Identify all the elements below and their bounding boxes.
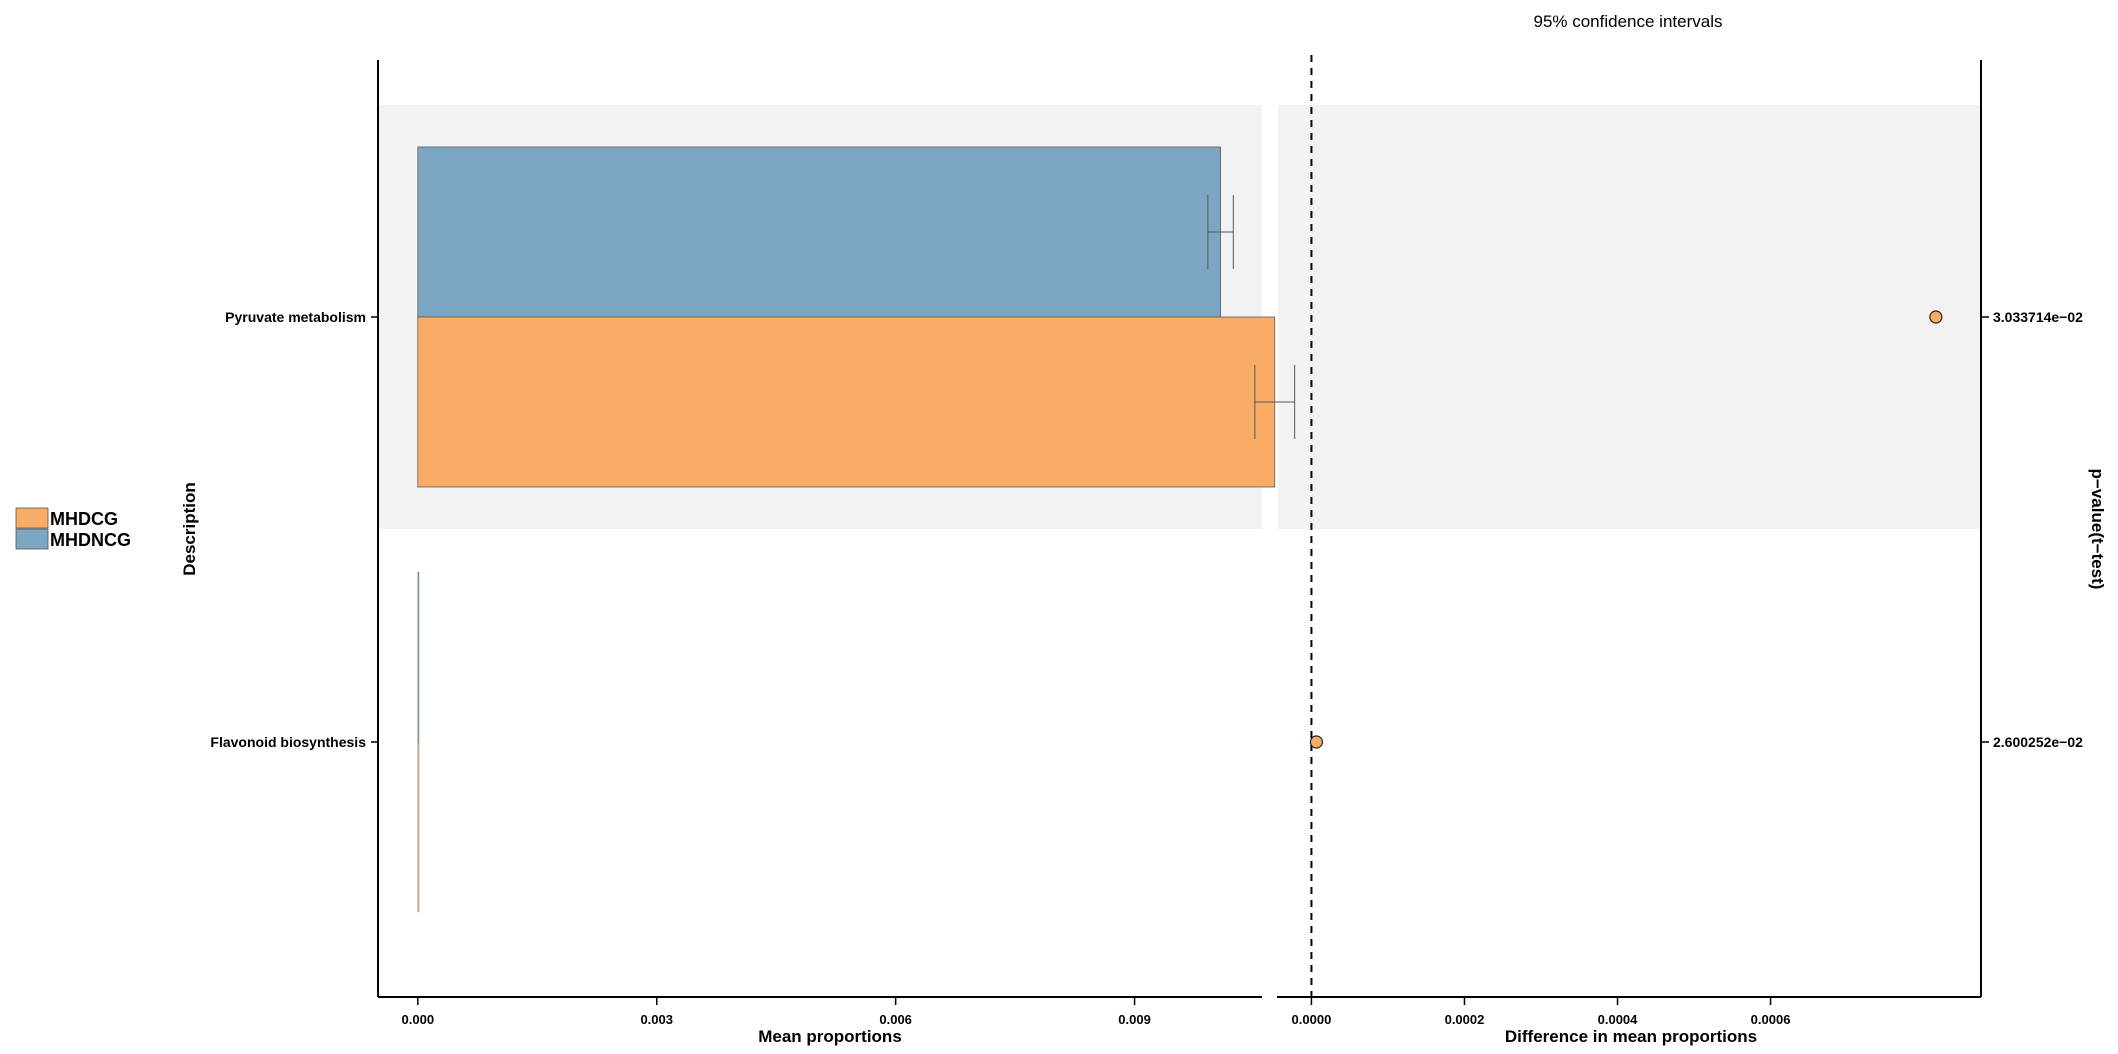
left-bars (417, 146, 1296, 913)
bar-mhdncg (417, 571, 420, 743)
right-x-tick-label: 0.0004 (1598, 1012, 1639, 1027)
y-axis-title: Description (180, 482, 199, 576)
pvalue-label: 3.033714e−02 (1993, 309, 2083, 325)
right-x-tick-label: 0.0006 (1751, 1012, 1791, 1027)
category-label: Pyruvate metabolism (225, 309, 366, 325)
left-x-tick-label: 0.003 (640, 1012, 673, 1027)
pvalue-label: 2.600252e−02 (1993, 734, 2083, 750)
legend-label: MHDCG (50, 509, 118, 529)
bar-mhdcg (417, 316, 1276, 488)
bar-mhdcg (417, 741, 420, 913)
labels: Pyruvate metabolism Flavonoid biosynthesi… (180, 309, 378, 750)
right-x-tick-label: 0.0002 (1445, 1012, 1485, 1027)
legend-label: MHDNCG (50, 530, 131, 550)
legend-swatch (15, 507, 49, 529)
left-x-tick-label: 0.009 (1118, 1012, 1151, 1027)
right-axis-title: p−value(t−test) (2088, 469, 2107, 590)
left-x-tick-label: 0.000 (402, 1012, 435, 1027)
difference-point (1929, 310, 1943, 324)
bar-mhdncg (417, 146, 1221, 318)
right-x-tick-label: 0.0000 (1292, 1012, 1332, 1027)
category-label: Flavonoid biosynthesis (210, 734, 366, 750)
left-x-axis-title: Mean proportions (758, 1027, 902, 1046)
difference-point (1309, 735, 1324, 749)
legend-swatch (15, 528, 49, 550)
left-x-tick-label: 0.006 (879, 1012, 912, 1027)
highlight-band-right (1278, 105, 1980, 529)
left-axes: 0.000 0.003 0.006 0.009 Mean proportions (377, 60, 1262, 1046)
right-x-axis-title: Difference in mean proportions (1505, 1027, 1757, 1046)
ci-title: 95% confidence intervals (1533, 12, 1722, 31)
